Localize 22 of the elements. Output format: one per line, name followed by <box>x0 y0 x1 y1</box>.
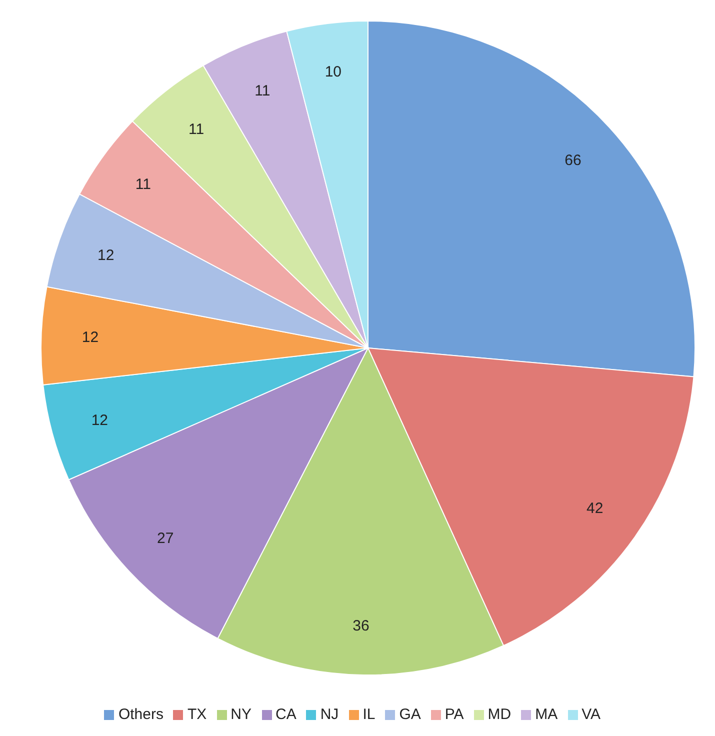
data-label: 42 <box>586 500 604 518</box>
legend-label: GA <box>399 706 421 723</box>
legend-label: MA <box>535 706 558 723</box>
legend-label: TX <box>187 706 207 723</box>
legend-label: PA <box>444 706 464 723</box>
data-label: 36 <box>352 617 370 634</box>
data-label: 11 <box>188 120 204 138</box>
legend-label: IL <box>362 706 376 723</box>
data-label: 10 <box>324 64 342 81</box>
data-label: 11 <box>254 82 270 100</box>
data-label: 12 <box>98 246 114 264</box>
data-label: 11 <box>135 176 151 194</box>
legend-label: CA <box>276 706 296 723</box>
data-label: 27 <box>157 530 174 547</box>
legend-label: VA <box>582 706 601 723</box>
data-label: 12 <box>91 412 108 429</box>
legend-label: NJ <box>320 706 339 723</box>
legend-label: MD <box>488 706 512 723</box>
data-label: 66 <box>564 152 582 169</box>
legend-label: NY <box>230 706 252 723</box>
legend-label: Others <box>118 706 164 723</box>
data-label: 12 <box>82 329 99 346</box>
